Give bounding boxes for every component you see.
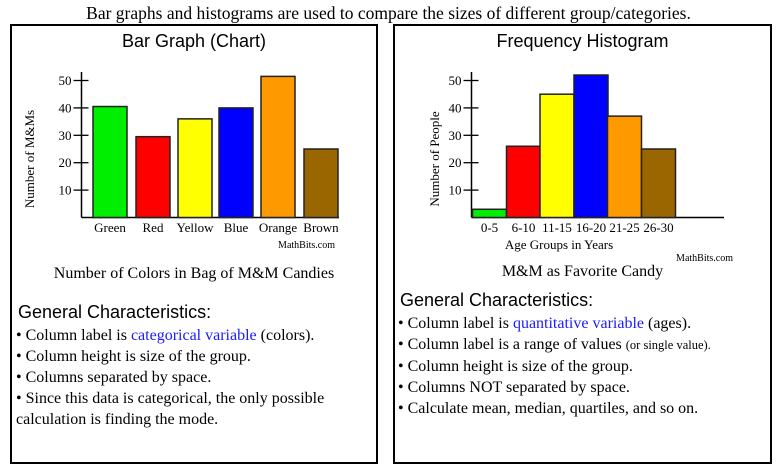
characteristic-item: • Columns separated by space. (16, 369, 212, 386)
bar-21-25 (606, 115, 643, 219)
bar-orange (260, 75, 296, 219)
bar-6-10 (505, 145, 542, 219)
x-category-label: Orange (259, 220, 297, 235)
y-tick-label: 30 (59, 128, 72, 143)
x-category-label: 16-20 (576, 220, 606, 235)
bar-blue (218, 107, 254, 219)
y-tick-label: 40 (59, 100, 72, 115)
histogram-caption: M&M as Favorite Candy (501, 263, 664, 280)
histogram-characteristics-list: • Column label is quantitative variable … (398, 313, 768, 419)
bar-brown (303, 148, 339, 219)
characteristic-item: • Column height is size of the group. (398, 358, 633, 375)
histogram-chart: 10 20 30 40 50 Number of People 0-5 6-10 11-15 16… (427, 72, 733, 264)
bar-red (135, 135, 171, 219)
y-tick-label: 50 (449, 73, 462, 88)
characteristic-item: • Since this data is categorical, the on… (16, 390, 325, 428)
bar-green (92, 105, 128, 219)
bar-16-20 (573, 74, 609, 219)
histogram-title: Frequency Histogram (496, 31, 669, 51)
quantitative-variable-term: quantitative variable (512, 315, 644, 332)
y-tick-label: 50 (59, 73, 72, 88)
mathbits-watermark: MathBits.com (278, 240, 335, 251)
page-heading: Bar graphs and histograms are used to co… (86, 3, 691, 23)
x-category-label: Green (94, 220, 126, 235)
x-category-label: 11-15 (542, 220, 572, 235)
bar-11-15 (539, 93, 575, 219)
characteristic-item: • Column label is quantitative variable … (398, 315, 692, 332)
x-category-label: 0-5 (481, 220, 498, 235)
y-tick-label: 20 (449, 155, 462, 170)
characteristic-item: • Column height is size of the group. (16, 348, 251, 365)
categorical-variable-term: categorical variable (130, 327, 257, 344)
y-tick-label: 10 (59, 183, 72, 198)
bar-26-30 (640, 148, 677, 219)
x-category-label: Red (143, 220, 164, 235)
y-tick-label: 40 (449, 100, 462, 115)
bar-graph-title: Bar Graph (Chart) (121, 31, 267, 51)
mathbits-watermark: MathBits.com (676, 253, 733, 264)
bar-0-5 (471, 208, 508, 219)
x-category-label: 6-10 (512, 220, 536, 235)
bar-yellow (177, 118, 213, 219)
characteristic-item: • Calculate mean, median, quartiles, and… (398, 400, 699, 417)
bar-graph-chart: 10 20 30 40 50 Number of M&Ms Green Red Yellow Bl… (22, 72, 339, 251)
y-tick-label: 10 (449, 183, 462, 198)
x-category-label: Blue (224, 220, 249, 235)
x-category-label: Brown (303, 220, 339, 235)
y-axis-label: Number of People (427, 111, 442, 207)
x-category-label: 26-30 (643, 220, 673, 235)
histogram-panel: Frequency Histogram 10 20 30 40 50 Number of … (393, 24, 772, 464)
histogram-characteristics-title: General Characteristics: (400, 290, 594, 310)
bar-graph-panel: Bar Graph (Chart) 10 20 30 40 50 Number of M&… (10, 24, 378, 464)
characteristic-item: • Column label is a range of values (or … (398, 336, 711, 353)
y-axis-label: Number of M&Ms (22, 110, 37, 208)
characteristic-item: • Column label is categorical variable (… (16, 327, 315, 344)
y-tick-label: 30 (449, 128, 462, 143)
y-tick-label: 20 (59, 155, 72, 170)
bar-graph-characteristics-title: General Characteristics: (18, 302, 212, 322)
x-category-label: Yellow (177, 220, 215, 235)
x-category-label: 21-25 (609, 220, 639, 235)
characteristic-item: • Columns NOT separated by space. (398, 379, 630, 396)
bar-graph-caption: Number of Colors in Bag of M&M Candies (53, 265, 335, 282)
x-axis-label: Age Groups in Years (505, 237, 613, 252)
bar-graph-characteristics-list: • Column label is categorical variable (… (16, 325, 372, 430)
